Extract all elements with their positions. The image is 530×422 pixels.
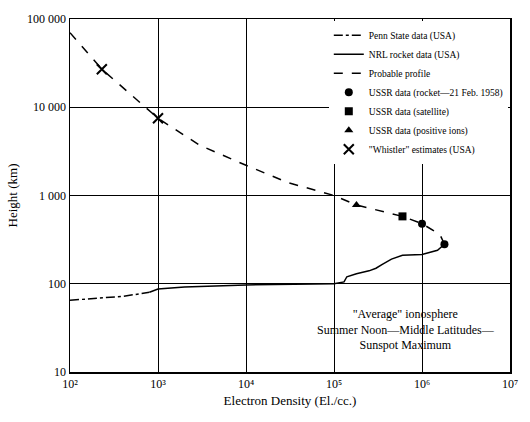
svg-text:Electron Density (El./cc.): Electron Density (El./cc.) [224, 393, 357, 408]
svg-text:10⁶: 10⁶ [414, 377, 430, 391]
svg-text:USSR data (rocket—21 Feb. 1958: USSR data (rocket—21 Feb. 1958) [369, 88, 503, 99]
svg-text:Penn State data (USA): Penn State data (USA) [369, 31, 455, 42]
svg-text:Probable profile: Probable profile [369, 69, 430, 79]
svg-text:10⁷: 10⁷ [502, 377, 518, 391]
svg-text:NRL rocket data (USA): NRL rocket data (USA) [369, 50, 460, 61]
svg-text:USSR data (positive ions): USSR data (positive ions) [369, 126, 468, 137]
svg-text:100 000: 100 000 [27, 12, 66, 26]
svg-text:"Average" ionosphereSummer Noo: "Average" ionosphereSummer Noon—Middle L… [317, 307, 495, 352]
svg-text:10⁴: 10⁴ [238, 377, 254, 391]
svg-text:"Whistler" estimates (USA): "Whistler" estimates (USA) [369, 145, 475, 156]
svg-text:Height (km): Height (km) [5, 164, 20, 228]
svg-text:10 000: 10 000 [33, 100, 66, 114]
svg-text:1 000: 1 000 [39, 189, 66, 203]
svg-text:100: 100 [48, 277, 66, 291]
svg-text:10: 10 [54, 365, 66, 379]
svg-text:10²: 10² [62, 377, 78, 391]
svg-text:USSR data (satellite): USSR data (satellite) [369, 107, 449, 118]
svg-text:10³: 10³ [150, 377, 166, 391]
svg-text:10⁵: 10⁵ [326, 377, 342, 391]
